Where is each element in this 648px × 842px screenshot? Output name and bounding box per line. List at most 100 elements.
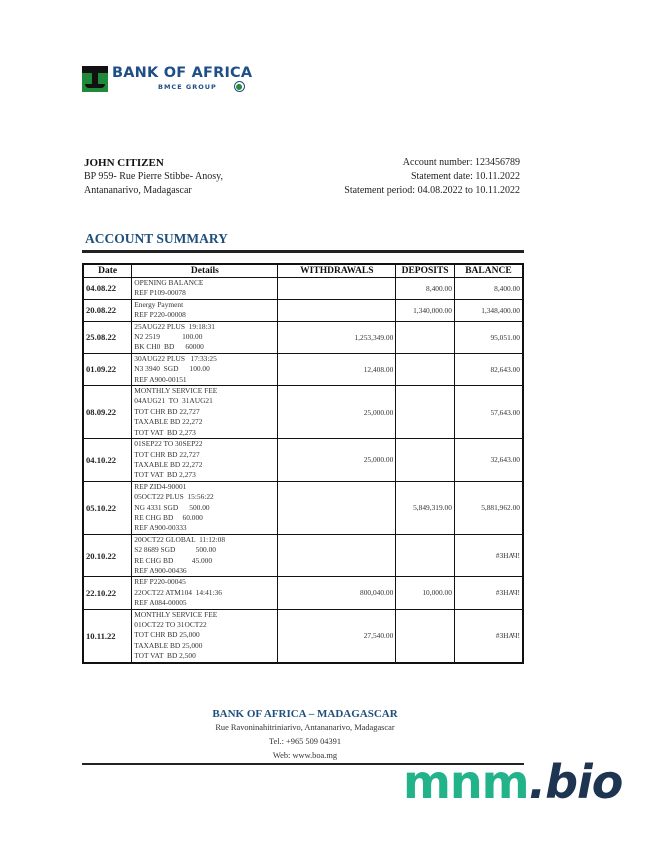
row-deposit bbox=[395, 533, 455, 578]
table-row: 10.11.22 MONTHLY SERVICE FEE 01OCT22 TO 31… bbox=[82, 608, 524, 664]
table-row: 20.10.22 20OCT22 GLOBAL 11:12:08 S2 8689 S… bbox=[82, 533, 524, 578]
row-withdrawal: 1,253,349.00 bbox=[277, 320, 397, 354]
detail-line: N3 3940 SGD 100.00 bbox=[134, 364, 210, 374]
row-details: 01SEP22 TO 30SEP22 TOT CHR BD 22,727 TAXAB… bbox=[131, 438, 279, 482]
detail-line: 04AUG21 TO 31AUG21 bbox=[134, 396, 213, 406]
globe-icon bbox=[234, 81, 245, 92]
row-details: REF P220-00045 22OCT22 ATM104 14:41:36 REF… bbox=[131, 576, 279, 610]
detail-line: OPENING BALANCE bbox=[134, 278, 204, 287]
bank-logo: BANK OF AFRICA BMCE GROUP bbox=[82, 65, 252, 96]
table-header-row: Date Details WITHDRAWALS DEPOSITS BALANC… bbox=[82, 263, 524, 278]
detail-line: MONTHLY SERVICE FEE bbox=[134, 609, 218, 619]
row-deposit bbox=[395, 385, 455, 440]
footer-web: Web: www.boa.mg bbox=[272, 751, 338, 760]
detail-line: REF P109-00078 bbox=[134, 288, 186, 298]
table-row: 22.10.22 REF P220-00045 22OCT22 ATM104 14:… bbox=[82, 576, 524, 610]
row-deposit: 5,849,319.00 bbox=[395, 480, 455, 535]
watermark-part1: mnm bbox=[403, 755, 530, 809]
detail-line: RE CHG BD 60.000 bbox=[134, 512, 203, 522]
detail-line: TOT VAT BD 2,273 bbox=[134, 470, 196, 480]
detail-line: N2 2519 100.00 bbox=[134, 332, 203, 342]
row-deposit bbox=[395, 352, 455, 387]
row-date: 20.10.22 bbox=[82, 533, 133, 578]
col-deposits: DEPOSITS bbox=[395, 263, 455, 278]
detail-line: REF P220-00008 bbox=[134, 310, 186, 320]
section-title: ACCOUNT SUMMARY bbox=[85, 231, 228, 246]
row-details: REP ZID4-90001 05OCT22 PLUS 15:56:22 NG 43… bbox=[131, 480, 279, 535]
row-deposit bbox=[395, 438, 455, 482]
statement-period: Statement period: 04.08.2022 to 10.11.20… bbox=[344, 185, 520, 196]
detail-line: NG 4331 SGD 500.00 bbox=[134, 502, 210, 512]
statement-date: Statement date: 10.11.2022 bbox=[410, 171, 520, 182]
row-withdrawal bbox=[277, 298, 397, 322]
row-withdrawal: 25,000.00 bbox=[277, 438, 397, 482]
table-row: 08.09.22 MONTHLY SERVICE FEE 04AUG21 TO 31… bbox=[82, 385, 524, 440]
bank-logo-mark-icon bbox=[82, 66, 108, 92]
table-row: 04.08.22 OPENING BALANCE REF P109-00078 8,4… bbox=[82, 277, 524, 300]
col-date: Date bbox=[82, 263, 133, 278]
row-date: 01.09.22 bbox=[82, 352, 133, 387]
bank-group: BMCE GROUP bbox=[158, 83, 217, 91]
detail-line: 22OCT22 ATM104 14:41:36 bbox=[134, 587, 222, 597]
detail-line: RE CHG BD 45.000 bbox=[134, 555, 213, 565]
detail-line: 05OCT22 PLUS 15:56:22 bbox=[134, 492, 214, 502]
row-details: Energy Payment REF P220-00008 bbox=[131, 298, 279, 322]
row-withdrawal bbox=[277, 533, 397, 578]
account-info: Account number: 123456789 Statement date… bbox=[344, 156, 520, 198]
row-date: 04.10.22 bbox=[82, 438, 133, 482]
row-withdrawal bbox=[277, 277, 397, 300]
row-details: MONTHLY SERVICE FEE 04AUG21 TO 31AUG21 TOT… bbox=[131, 385, 279, 440]
footer: BANK OF AFRICA – MADAGASCAR Rue Ravonina… bbox=[0, 708, 610, 760]
table-row: 01.09.22 30AUG22 PLUS 17:33:25 N3 3940 SGD… bbox=[82, 352, 524, 387]
detail-line: 01SEP22 TO 30SEP22 bbox=[134, 439, 203, 449]
detail-line: Energy Payment bbox=[134, 299, 184, 309]
col-balance: BALANCE bbox=[453, 263, 524, 278]
row-withdrawal bbox=[277, 480, 397, 535]
row-balance: 1,348,400.00 bbox=[453, 298, 524, 322]
row-deposit bbox=[395, 608, 455, 664]
row-withdrawal: 27,540.00 bbox=[277, 608, 397, 664]
footer-bank-name: BANK OF AFRICA – MADAGASCAR bbox=[212, 708, 398, 720]
row-deposit: 1,340,000.00 bbox=[395, 298, 455, 322]
detail-line: TAXABLE BD 25,000 bbox=[134, 640, 203, 650]
detail-line: TAXABLE BD 22,272 bbox=[134, 459, 203, 469]
footer-tel: Tel.: +965 509 04391 bbox=[268, 737, 342, 746]
row-withdrawal: 25,000.00 bbox=[277, 385, 397, 440]
customer-block: JOHN CITIZEN BP 959- Rue Pierre Stibbe- … bbox=[84, 156, 223, 198]
row-balance: 8,400.00 bbox=[453, 277, 524, 300]
detail-line: BK CH0 BD 60000 bbox=[134, 342, 204, 352]
detail-line: TOT VAT BD 2,273 bbox=[134, 427, 196, 437]
detail-line: TOT CHR BD 22,727 bbox=[134, 406, 200, 416]
customer-address-line1: BP 959- Rue Pierre Stibbe- Anosy, bbox=[84, 171, 223, 182]
row-date: 22.10.22 bbox=[82, 576, 133, 610]
watermark-part2: .bio bbox=[528, 755, 624, 809]
row-details: 25AUG22 PLUS 19:18:31 N2 2519 100.00 BK CH… bbox=[131, 320, 279, 354]
detail-line: REF A900-00436 bbox=[134, 565, 187, 575]
detail-line: 25AUG22 PLUS 19:18:31 bbox=[134, 321, 215, 331]
customer-address-line2: Antananarivo, Madagascar bbox=[84, 185, 192, 196]
divider bbox=[82, 250, 524, 253]
table-row: 04.10.22 01SEP22 TO 30SEP22 TOT CHR BD 22,… bbox=[82, 438, 524, 482]
customer-name: JOHN CITIZEN bbox=[84, 157, 164, 169]
detail-line: REP ZID4-90001 bbox=[134, 481, 187, 491]
detail-line: REF A900-00333 bbox=[134, 523, 187, 533]
row-details: 30AUG22 PLUS 17:33:25 N3 3940 SGD 100.00 R… bbox=[131, 352, 279, 387]
row-details: MONTHLY SERVICE FEE 01OCT22 TO 31OCT22 TOT… bbox=[131, 608, 279, 664]
row-balance: #ЗНАЧ! bbox=[453, 533, 524, 578]
detail-line: TOT CHR BD 22,727 bbox=[134, 449, 200, 459]
row-date: 20.08.22 bbox=[82, 298, 133, 322]
row-deposit: 8,400.00 bbox=[395, 277, 455, 300]
row-details: OPENING BALANCE REF P109-00078 bbox=[131, 277, 279, 300]
row-date: 10.11.22 bbox=[82, 608, 133, 664]
detail-line: REF A900-00151 bbox=[134, 374, 187, 384]
detail-line: TAXABLE BD 22,272 bbox=[134, 417, 203, 427]
row-balance: #ЗНАЧ! bbox=[453, 576, 524, 610]
row-deposit bbox=[395, 320, 455, 354]
detail-line: 01OCT22 TO 31OCT22 bbox=[134, 620, 207, 629]
row-balance: 95,051.00 bbox=[453, 320, 524, 354]
table-row: 20.08.22 Energy Payment REF P220-00008 1,34… bbox=[82, 298, 524, 322]
footer-divider bbox=[82, 763, 524, 765]
row-date: 25.08.22 bbox=[82, 320, 133, 354]
row-balance: 82,643.00 bbox=[453, 352, 524, 387]
detail-line: TOT CHR BD 25,000 bbox=[134, 630, 200, 640]
